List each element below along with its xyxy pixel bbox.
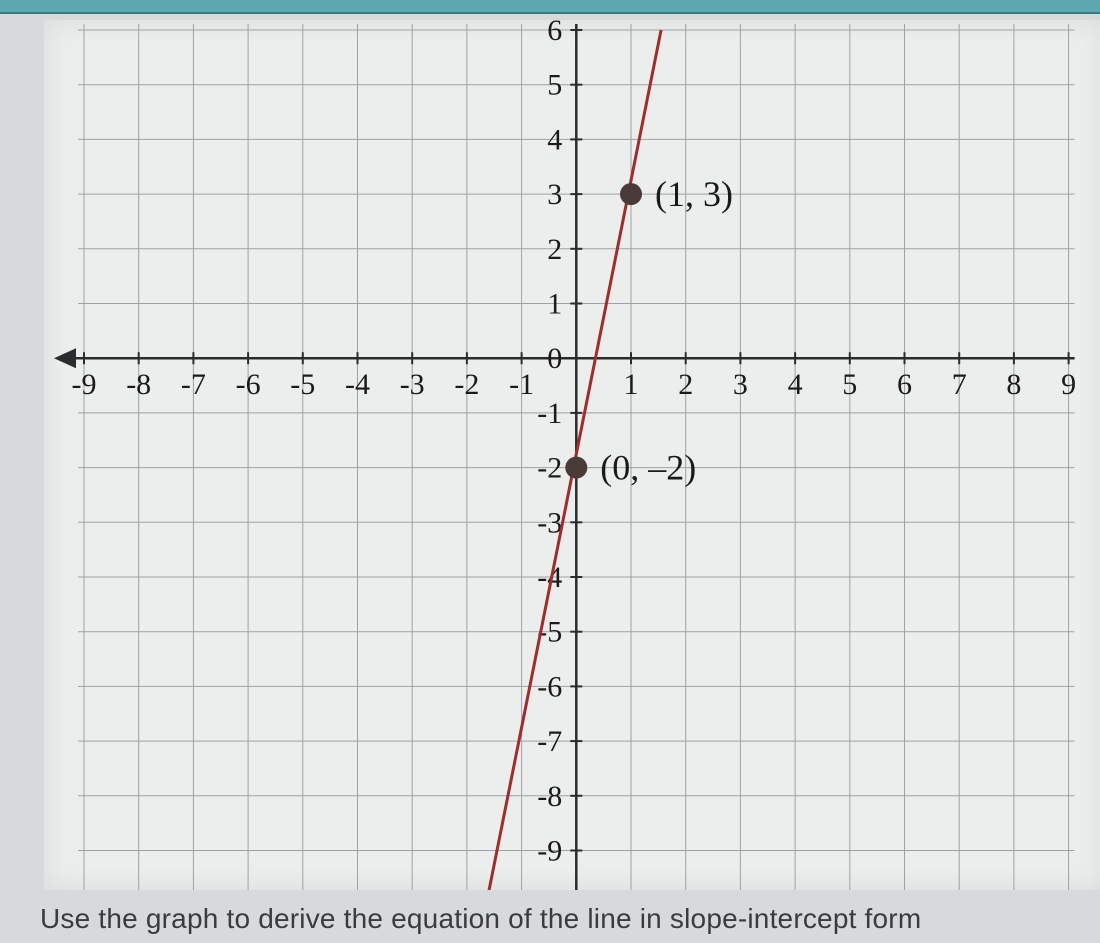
svg-text:5: 5 [547, 69, 562, 102]
svg-text:-8: -8 [537, 780, 562, 813]
tick-labels: -9-8-7-6-5-4-3-2-1123456789-11-10-9-8-7-… [72, 20, 1077, 890]
svg-text:1: 1 [624, 368, 639, 401]
svg-text:-8: -8 [126, 368, 151, 401]
svg-text:-2: -2 [454, 368, 479, 401]
svg-text:6: 6 [547, 20, 562, 47]
svg-text:-6: -6 [537, 670, 562, 703]
point-label: (1, 3) [655, 174, 733, 214]
plotted-point [620, 183, 642, 205]
plotted-point [565, 457, 587, 479]
svg-text:3: 3 [547, 178, 562, 211]
question-prompt: Use the graph to derive the equation of … [40, 903, 921, 935]
svg-text:0: 0 [547, 342, 562, 375]
svg-text:-3: -3 [400, 368, 425, 401]
point-label: (0, –2) [600, 448, 696, 488]
axes [54, 24, 1075, 890]
svg-text:-7: -7 [181, 368, 206, 401]
svg-text:8: 8 [1006, 368, 1021, 401]
svg-text:-4: -4 [345, 368, 370, 401]
svg-text:4: 4 [788, 368, 803, 401]
svg-text:-6: -6 [236, 368, 261, 401]
svg-text:-9: -9 [537, 835, 562, 868]
coordinate-graph: -9-8-7-6-5-4-3-2-1123456789-11-10-9-8-7-… [44, 20, 1100, 890]
svg-text:2: 2 [678, 368, 693, 401]
svg-text:-9: -9 [72, 368, 97, 401]
svg-text:2: 2 [547, 233, 562, 266]
graph-panel: -9-8-7-6-5-4-3-2-1123456789-11-10-9-8-7-… [44, 20, 1100, 890]
svg-text:1: 1 [547, 288, 562, 321]
svg-text:6: 6 [897, 368, 912, 401]
svg-text:-10: -10 [522, 889, 562, 890]
svg-text:-1: -1 [509, 368, 534, 401]
svg-text:7: 7 [952, 368, 967, 401]
svg-text:-2: -2 [537, 452, 562, 485]
svg-text:5: 5 [842, 368, 857, 401]
window-top-border [0, 0, 1100, 14]
svg-text:9: 9 [1061, 368, 1076, 401]
svg-text:4: 4 [547, 123, 562, 156]
points: (1, 3) (0, –2) [565, 174, 733, 488]
svg-text:3: 3 [733, 368, 748, 401]
svg-text:-3: -3 [537, 506, 562, 539]
svg-text:-5: -5 [290, 368, 315, 401]
svg-text:-1: -1 [537, 397, 562, 430]
svg-text:-7: -7 [537, 725, 562, 758]
